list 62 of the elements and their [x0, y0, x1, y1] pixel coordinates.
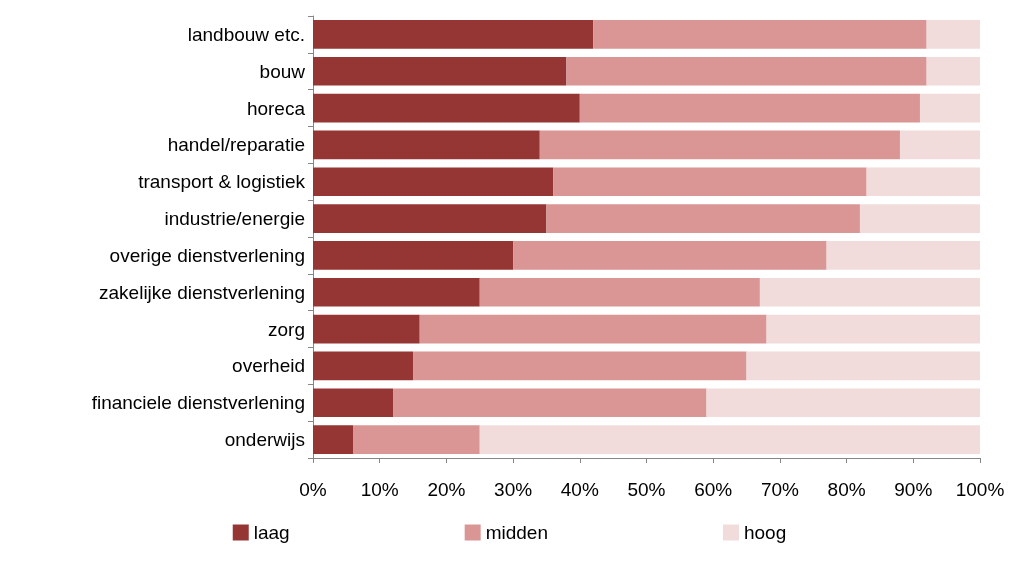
- bar: [759, 277, 980, 307]
- y-tick-label: transport & logistiek: [138, 171, 306, 193]
- bar: [866, 167, 980, 197]
- y-tick-label: zorg: [268, 318, 305, 340]
- y-tick-label: overheid: [232, 355, 305, 377]
- bar: [313, 314, 420, 344]
- legend-label: laag: [253, 522, 290, 543]
- bar: [413, 351, 747, 381]
- x-tick-label: 30%: [494, 479, 533, 500]
- y-tick-label: financiele dienstverlening: [91, 392, 305, 414]
- y-tick-label: onderwijs: [224, 429, 305, 451]
- bar: [593, 20, 927, 49]
- bar: [899, 130, 980, 160]
- x-tick-label: 10%: [360, 479, 399, 500]
- bar: [313, 425, 354, 454]
- y-tick-label: zakelijke dienstverlening: [99, 281, 305, 303]
- bar: [746, 351, 980, 381]
- y-tick-label: industrie/energie: [164, 208, 305, 230]
- bar: [919, 93, 980, 123]
- bar: [313, 388, 394, 418]
- x-tick-label: 80%: [827, 479, 866, 500]
- bar: [826, 241, 980, 270]
- bar: [313, 167, 554, 197]
- x-tick-label: 40%: [560, 479, 599, 500]
- x-tick-label: 60%: [694, 479, 733, 500]
- x-tick-label: 100%: [955, 479, 1005, 500]
- bar: [926, 20, 980, 49]
- bar: [313, 241, 514, 270]
- y-tick-label: bouw: [259, 60, 306, 82]
- y-tick-label: horeca: [246, 97, 306, 119]
- legend-label: midden: [485, 522, 548, 543]
- bar: [419, 314, 767, 344]
- bar: [479, 425, 980, 454]
- y-tick-label: landbouw etc.: [187, 23, 305, 45]
- bar: [539, 130, 900, 160]
- y-tick-label: handel/reparatie: [167, 134, 305, 156]
- bar: [579, 93, 920, 123]
- bar: [313, 20, 594, 49]
- bar: [313, 277, 480, 307]
- bar: [313, 130, 540, 160]
- x-tick-label: 20%: [427, 479, 466, 500]
- bar: [546, 204, 860, 233]
- y-tick-label: overige dienstverlening: [109, 244, 305, 266]
- bar: [859, 204, 980, 233]
- bar: [313, 204, 547, 233]
- bar: [313, 93, 580, 123]
- x-tick-label: 70%: [760, 479, 800, 500]
- x-tick-label: 0%: [299, 479, 327, 500]
- x-tick-label: 90%: [894, 479, 933, 500]
- bar: [513, 241, 827, 270]
- bar: [353, 425, 480, 454]
- bar: [706, 388, 980, 418]
- bar: [766, 314, 980, 344]
- bar: [926, 56, 980, 86]
- bar: [313, 351, 414, 381]
- bar: [393, 388, 707, 418]
- legend-label: hoog: [743, 522, 787, 543]
- x-tick-label: 50%: [627, 479, 666, 500]
- bar: [479, 277, 760, 307]
- bar: [313, 56, 567, 86]
- bar: [553, 167, 867, 197]
- bar: [566, 56, 927, 86]
